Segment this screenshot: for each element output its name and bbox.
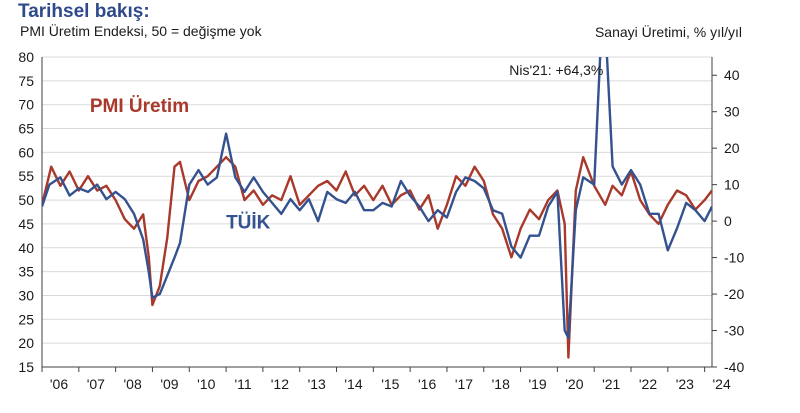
left-axis-title: PMI Üretim Endeksi, 50 = değişme yok (20, 23, 262, 39)
grid-layer (42, 56, 712, 368)
x-tick-label: '14 (344, 376, 362, 392)
x-tick-label: '08 (124, 376, 142, 392)
left-tick-label: 40 (18, 240, 34, 256)
right-axis-title: Sanayi Üretimi, % yıl/yıl (594, 24, 742, 40)
series-layer (42, 57, 712, 359)
right-tick-label: 30 (724, 104, 740, 120)
x-tick-label: '06 (50, 376, 68, 392)
x-tick-label: '18 (492, 376, 510, 392)
right-tick-label: 20 (724, 140, 740, 156)
left-tick-label: 15 (18, 359, 34, 375)
x-tick-label: '19 (528, 376, 546, 392)
x-tick-label: '07 (87, 376, 105, 392)
right-tick-label: 0 (724, 213, 732, 229)
x-tick-label: '13 (308, 376, 326, 392)
left-tick-label: 30 (18, 287, 34, 303)
right-tick-label: -10 (724, 250, 744, 266)
series-line-tuik (42, 57, 712, 339)
x-tick-label: '11 (234, 376, 251, 392)
right-tick-label: 40 (724, 67, 740, 83)
left-tick-label: 80 (18, 49, 34, 65)
right-tick-label: -40 (724, 359, 744, 375)
chart-title: Tarihsel bakış: (18, 1, 150, 22)
x-tick-label: '09 (160, 376, 178, 392)
series-label-tuik: TÜİK (226, 213, 271, 234)
right-tick-label: -30 (724, 323, 744, 339)
left-tick-label: 20 (18, 335, 34, 351)
right-tick-label: 10 (724, 177, 740, 193)
right-tick-label: -20 (724, 286, 744, 302)
left-tick-label: 60 (18, 144, 34, 160)
axis-layer: 80 75 70 65 60 55 50 45 40 35 30 25 20 15 40 30 20 10 0 -10… (18, 49, 744, 392)
x-tick-label: '12 (271, 376, 289, 392)
left-tick-label: 25 (18, 311, 34, 327)
x-tick-label: '15 (381, 376, 399, 392)
x-tick-label: '22 (639, 376, 657, 392)
x-tick-label: '21 (602, 376, 620, 392)
left-tick-label: 55 (18, 168, 34, 184)
left-tick-label: 75 (18, 73, 34, 89)
left-tick-label: 35 (18, 264, 34, 280)
x-tick-label: '16 (418, 376, 436, 392)
x-tick-label: '23 (676, 376, 694, 392)
left-tick-label: 50 (18, 192, 34, 208)
x-tick-label: '20 (565, 376, 583, 392)
left-tick-label: 65 (18, 121, 34, 137)
x-tick-label: '24 (713, 376, 731, 392)
x-tick-label: '10 (197, 376, 215, 392)
left-tick-label: 45 (18, 216, 34, 232)
series-label-pmi: PMI Üretim (90, 96, 189, 117)
x-tick-label: '17 (455, 376, 473, 392)
annotation-peak: Nis'21: +64,3% (509, 62, 603, 78)
left-tick-label: 70 (18, 97, 34, 113)
series-line-pmi (42, 156, 712, 359)
